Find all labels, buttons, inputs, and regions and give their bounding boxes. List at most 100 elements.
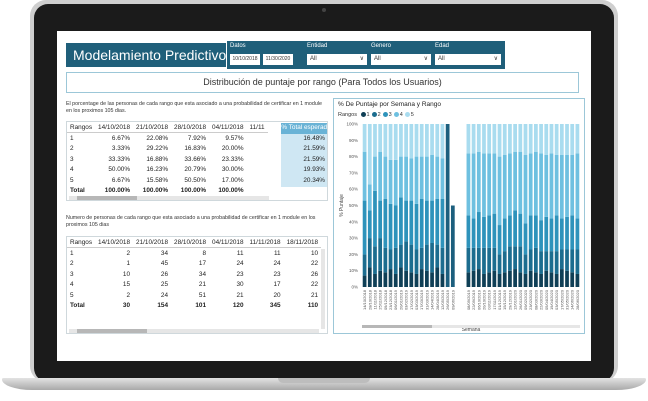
chart-bar-segment[interactable] bbox=[476, 212, 481, 248]
legend-entry[interactable]: 5 bbox=[410, 112, 414, 118]
chart-bar-segment[interactable] bbox=[497, 273, 502, 287]
chart-bar-segment[interactable] bbox=[430, 154, 434, 201]
chart-bar-segment[interactable] bbox=[565, 124, 569, 155]
chart-bar-highlighted[interactable] bbox=[445, 124, 450, 287]
chart-bar-segment[interactable] bbox=[399, 267, 403, 287]
chart-bar-segment[interactable] bbox=[466, 153, 471, 216]
chart-bar-segment[interactable] bbox=[383, 156, 388, 199]
chart-bar-segment[interactable] bbox=[362, 124, 367, 152]
table2-vertical-scrollbar[interactable] bbox=[321, 249, 325, 329]
chart-bar-segment[interactable] bbox=[435, 156, 440, 199]
chart-bar-segment[interactable] bbox=[539, 124, 543, 154]
chart-bar-segment[interactable] bbox=[565, 270, 569, 287]
column-header[interactable]: 21/10/2018 bbox=[136, 238, 169, 246]
chart-bar-segment[interactable] bbox=[409, 272, 414, 287]
chart-bar-segment[interactable] bbox=[497, 124, 502, 157]
chart-bar-segment[interactable] bbox=[378, 151, 383, 201]
chart-bar-segment[interactable] bbox=[513, 269, 517, 287]
chart-bar-segment[interactable] bbox=[409, 158, 414, 201]
chart-bar-segment[interactable] bbox=[383, 124, 388, 157]
chart-bar-segment[interactable] bbox=[409, 200, 414, 245]
chart-bar-segment[interactable] bbox=[362, 275, 367, 287]
chart-bar-segment[interactable] bbox=[409, 244, 414, 273]
chart-bar-segment[interactable] bbox=[487, 272, 492, 287]
chart-bar-segment[interactable] bbox=[518, 272, 523, 287]
chart-bar-segment[interactable] bbox=[414, 156, 419, 204]
chart-bar-segment[interactable] bbox=[523, 154, 528, 224]
chart-bar-segment[interactable] bbox=[570, 215, 575, 250]
chart-bar-segment[interactable] bbox=[575, 124, 580, 154]
chart-bar-segment[interactable] bbox=[466, 124, 471, 154]
chart-bar-segment[interactable] bbox=[393, 124, 398, 160]
chart-bar-segment[interactable] bbox=[367, 210, 372, 239]
chart-bar-segment[interactable] bbox=[549, 218, 554, 252]
chart-bar-segment[interactable] bbox=[559, 269, 564, 287]
chart-bar-segment[interactable] bbox=[435, 124, 440, 157]
edad-dropdown[interactable]: All ∨ bbox=[435, 54, 501, 65]
chart-bar-segment[interactable] bbox=[440, 273, 445, 287]
chart-bar-segment[interactable] bbox=[570, 272, 575, 287]
chart-bar-segment[interactable] bbox=[565, 249, 569, 271]
chart-bar-segment[interactable] bbox=[508, 270, 512, 287]
chart-bar-segment[interactable] bbox=[544, 124, 549, 155]
chart-bar-segment[interactable] bbox=[565, 216, 569, 250]
legend-entry[interactable]: 2 bbox=[377, 112, 381, 118]
chart-bar-segment[interactable] bbox=[502, 154, 507, 219]
chart-bar-segment[interactable] bbox=[513, 210, 517, 247]
chart-bar-segment[interactable] bbox=[425, 270, 429, 287]
chart-bar-segment[interactable] bbox=[435, 244, 440, 268]
chart-bar-segment[interactable] bbox=[544, 270, 549, 287]
scrollbar-thumb[interactable] bbox=[77, 196, 137, 200]
chart-bar-segment[interactable] bbox=[502, 251, 507, 273]
chart-bar-segment[interactable] bbox=[367, 267, 372, 287]
date-from-input[interactable]: 10/10/2018 bbox=[230, 54, 260, 65]
chart-bar-segment[interactable] bbox=[482, 247, 486, 274]
chart-bar-segment[interactable] bbox=[362, 200, 367, 255]
chart-bar-segment[interactable] bbox=[399, 124, 403, 157]
chart-bar-segment[interactable] bbox=[476, 124, 481, 152]
chart-bar-segment[interactable] bbox=[373, 124, 377, 157]
chart-bar-segment[interactable] bbox=[559, 124, 564, 155]
chart-bar-segment[interactable] bbox=[575, 153, 580, 219]
chart-bar-segment[interactable] bbox=[539, 273, 543, 287]
chart-bar-segment[interactable] bbox=[482, 216, 486, 248]
chart-bar-segment[interactable] bbox=[404, 156, 408, 201]
chart-bar-segment[interactable] bbox=[549, 153, 554, 219]
chart-bar-segment[interactable] bbox=[570, 249, 575, 273]
chart-bar-segment[interactable] bbox=[508, 124, 512, 154]
chart-bar-segment[interactable] bbox=[502, 218, 507, 252]
chart-bar-segment[interactable] bbox=[378, 238, 383, 271]
chart-bar-segment[interactable] bbox=[440, 124, 445, 159]
genero-dropdown[interactable]: All ∨ bbox=[371, 54, 431, 65]
column-header[interactable]: 14/10/2018 bbox=[98, 123, 131, 131]
chart-bar-segment[interactable] bbox=[404, 241, 408, 271]
chart-bar-segment[interactable] bbox=[440, 198, 445, 248]
chart-bar-segment[interactable] bbox=[492, 270, 497, 287]
chart-bar-segment[interactable] bbox=[502, 124, 507, 155]
chart-bar-segment[interactable] bbox=[471, 247, 476, 271]
chart-bar-segment[interactable] bbox=[554, 215, 559, 252]
chart-bar-segment[interactable] bbox=[388, 159, 393, 204]
chart-bar-segment[interactable] bbox=[554, 251, 559, 274]
chart-bar-segment[interactable] bbox=[367, 184, 372, 211]
chart-bar-segment[interactable] bbox=[508, 215, 512, 247]
column-header[interactable]: Rangos bbox=[70, 238, 93, 246]
chart-bar-segment[interactable] bbox=[554, 154, 559, 216]
chart-bar-segment[interactable] bbox=[466, 215, 471, 248]
chart-bar-segment[interactable] bbox=[399, 244, 403, 268]
chart-bar-segment[interactable] bbox=[508, 246, 512, 271]
chart-bar-segment[interactable] bbox=[513, 124, 517, 152]
chart-bar-segment[interactable] bbox=[487, 215, 492, 248]
chart-bar-segment[interactable] bbox=[523, 254, 528, 274]
chart-bar-segment[interactable] bbox=[393, 159, 398, 206]
chart-bar-segment[interactable] bbox=[570, 154, 575, 216]
chart-bar-segment[interactable] bbox=[414, 124, 419, 157]
chart-bar-segment[interactable] bbox=[419, 269, 424, 287]
chart-bar-segment[interactable] bbox=[388, 124, 393, 160]
chart-bar-segment[interactable] bbox=[435, 267, 440, 287]
chart-bar-segment[interactable] bbox=[554, 273, 559, 287]
chart-bar-segment[interactable] bbox=[404, 124, 408, 157]
legend-entry[interactable]: 4 bbox=[399, 112, 403, 118]
scrollbar-thumb[interactable] bbox=[362, 325, 432, 328]
chart-bar-segment[interactable] bbox=[476, 269, 481, 287]
